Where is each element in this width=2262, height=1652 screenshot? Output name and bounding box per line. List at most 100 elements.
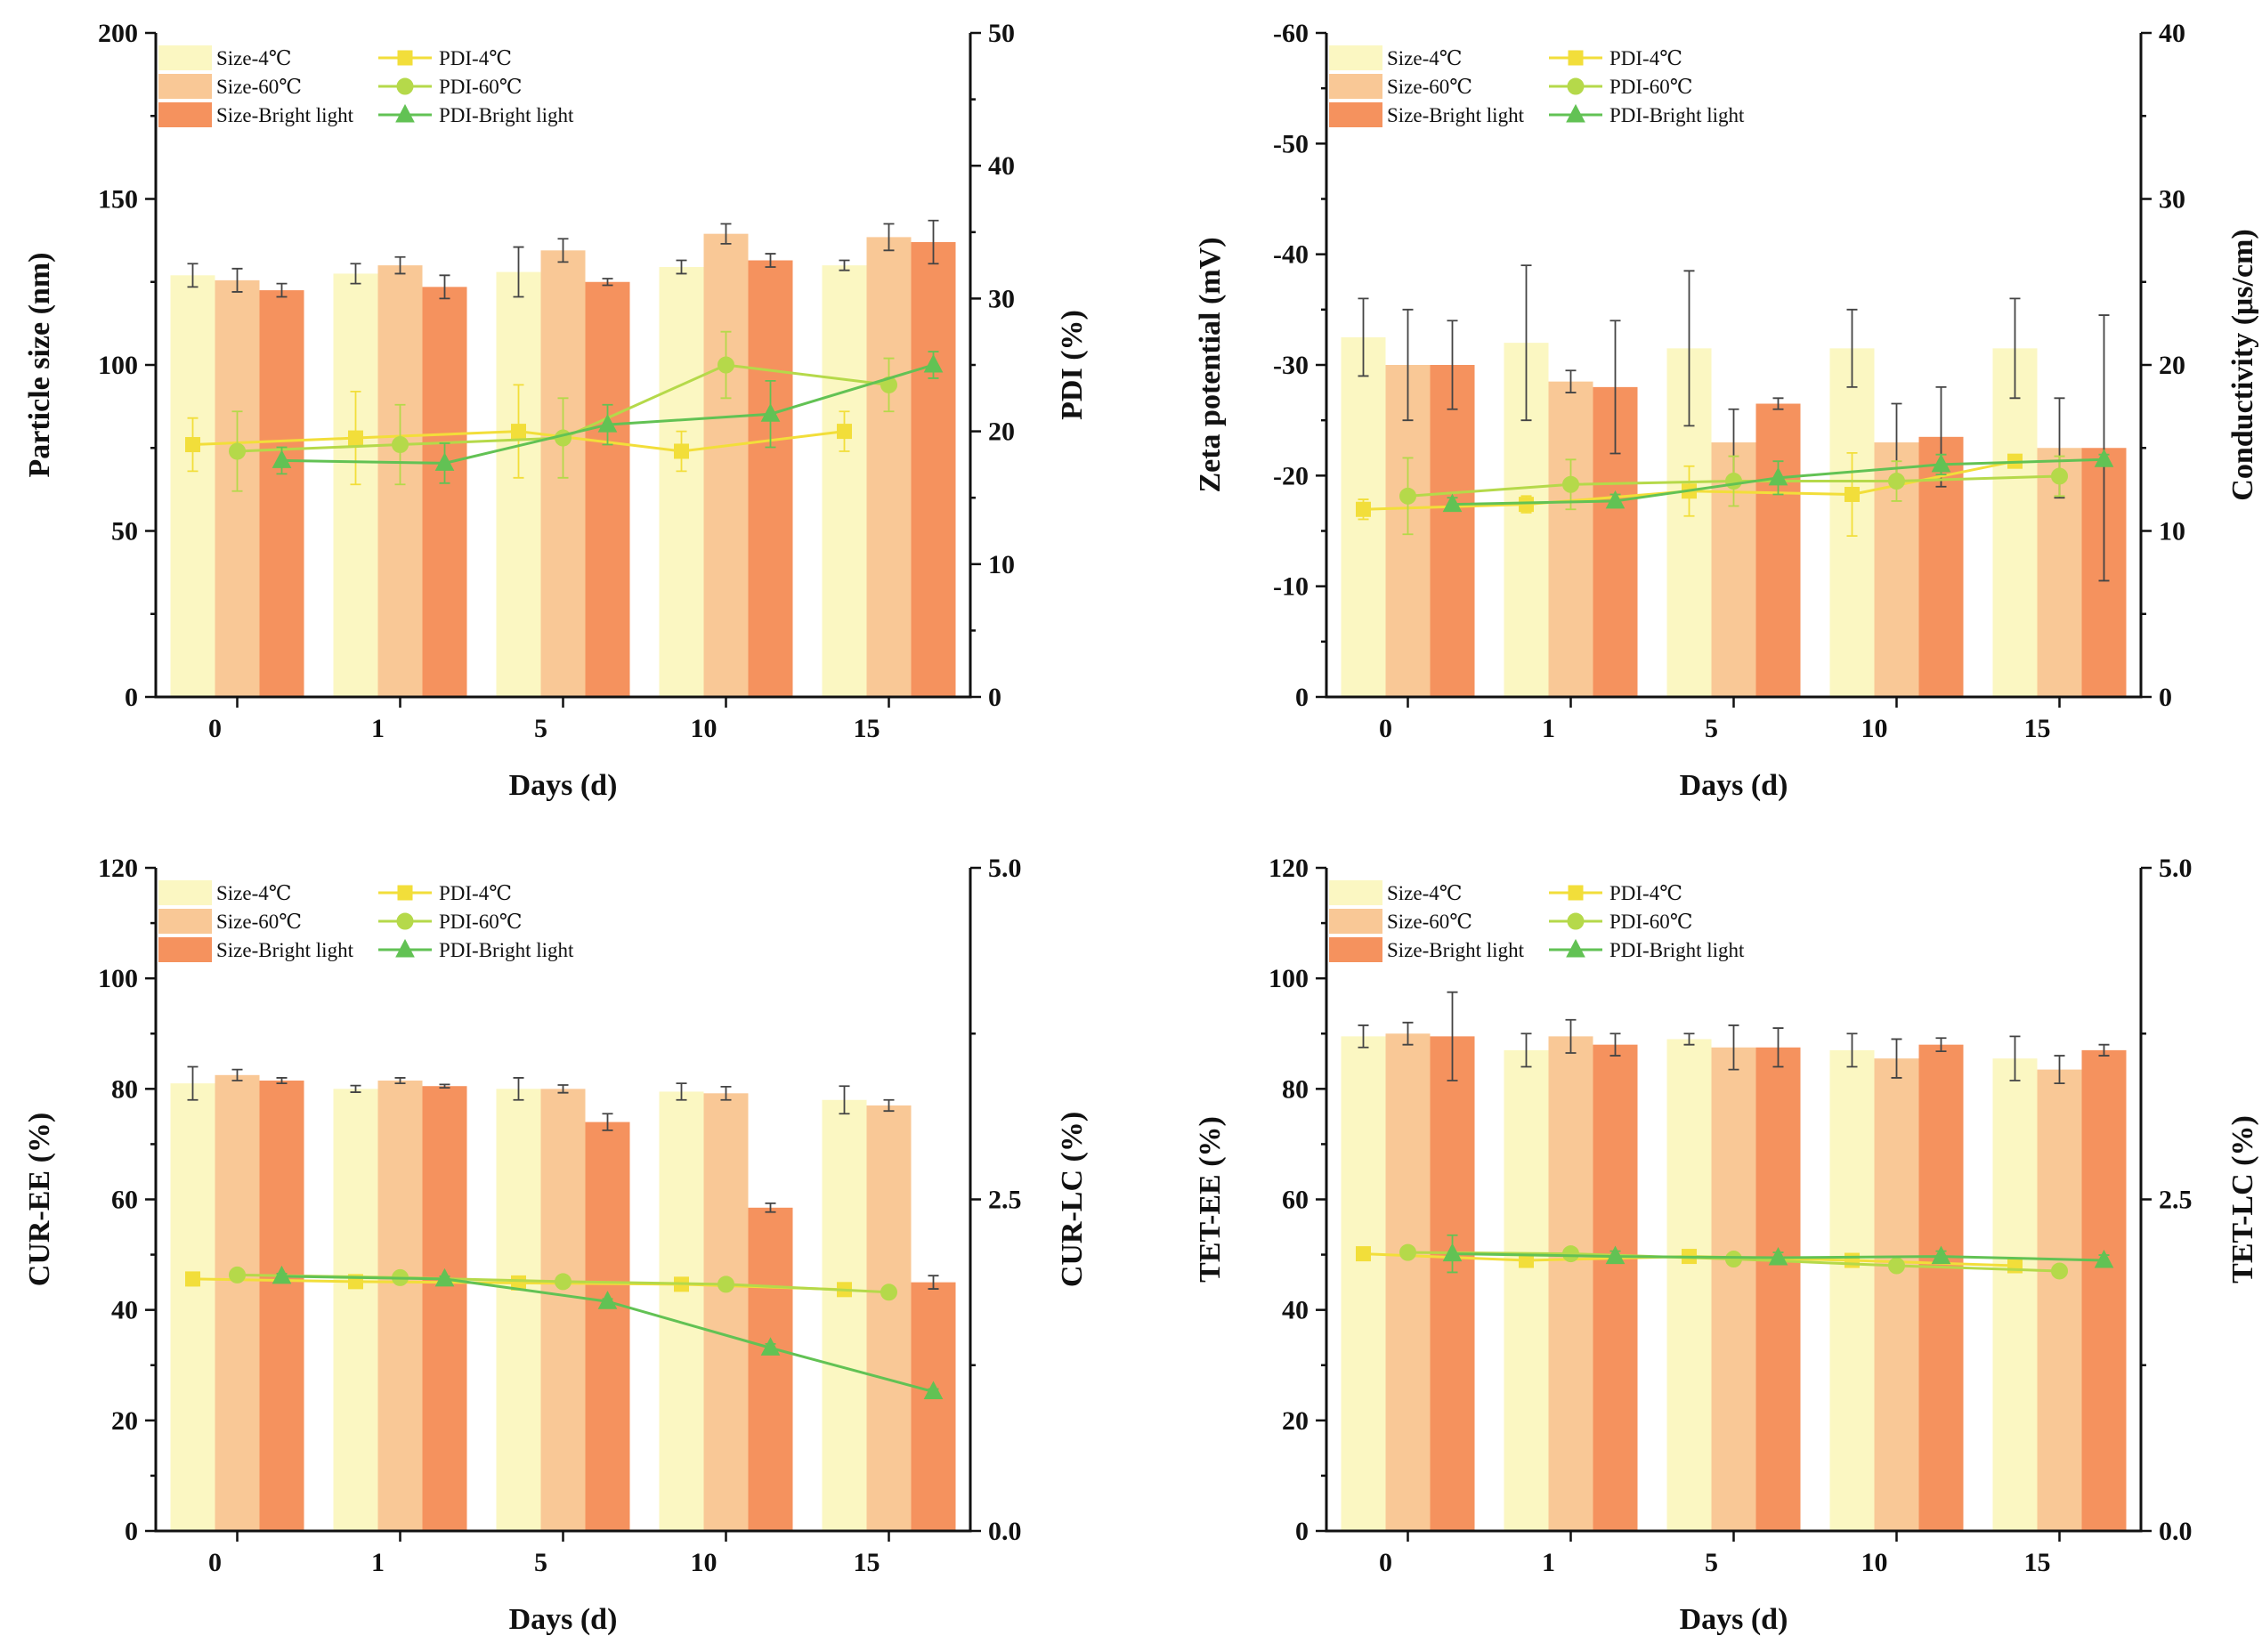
- bar-error-2-15: [883, 1098, 895, 1113]
- bar-error-3-10: [765, 1202, 776, 1213]
- bar-2-day-5: [1711, 1047, 1756, 1531]
- point-1-day-0: [185, 437, 200, 453]
- y-tick-label: -10: [1273, 572, 1309, 602]
- bar-error-1-15: [839, 259, 850, 271]
- legend-swatch-bar-1: [1329, 45, 1382, 70]
- bar-3-day-0: [1430, 365, 1475, 697]
- bar-error-2-10: [720, 1085, 732, 1101]
- bar-3-day-5: [585, 281, 630, 697]
- bar-1-day-15: [1992, 348, 2038, 697]
- point-3-day-15: [923, 353, 944, 373]
- bar-error-1-5: [1683, 1032, 1695, 1046]
- legend-label-line-2: PDI-60℃: [439, 911, 522, 933]
- legend-marker-1: [397, 885, 413, 901]
- bar-error-3-15: [928, 1275, 939, 1290]
- bar-error-3-10: [1935, 1037, 1947, 1053]
- legend-label-bar-1: Size-4℃: [216, 47, 292, 69]
- legend-marker-3: [1566, 938, 1585, 958]
- bar-error-1-1: [350, 1084, 361, 1093]
- y2-tick-label: 30: [2159, 185, 2185, 215]
- bar-3-day-1: [422, 1086, 467, 1531]
- bar-error-3-0: [276, 282, 288, 298]
- x-axis-title: Days (d): [509, 769, 618, 802]
- bar-2-day-1: [1548, 381, 1593, 697]
- bar-1-day-0: [170, 1083, 215, 1531]
- y-tick-label: -30: [1273, 351, 1309, 380]
- bar-error-1-15: [2009, 297, 2021, 400]
- legend-swatch-bar-1: [1329, 880, 1382, 905]
- bar-2-day-1: [1548, 1036, 1593, 1531]
- legend-label-bar-3: Size-Bright light: [216, 104, 354, 126]
- legend-marker-2: [396, 912, 414, 930]
- x-tick-label: 1: [371, 1548, 385, 1577]
- legend-label-bar-1: Size-4℃: [216, 882, 292, 904]
- point-2-day-0: [229, 442, 246, 460]
- legend-swatch-bar-1: [158, 880, 212, 905]
- y-tick-label: 120: [98, 854, 138, 883]
- point-2-day-15: [2051, 1262, 2068, 1280]
- bar-error-3-5: [1772, 1027, 1784, 1068]
- bar-error-3-15: [2098, 314, 2110, 582]
- bar-error-3-1: [439, 1083, 450, 1089]
- bar-error-2-0: [1402, 1021, 1414, 1046]
- bar-error-2-10: [1891, 1038, 1902, 1079]
- legend: Size-4℃ Size-60℃ Size-Bright light PDI-4℃ PD…: [1329, 45, 1745, 127]
- bar-error-3-15: [928, 219, 939, 265]
- bar-error-2-1: [394, 255, 406, 275]
- point-3-day-5: [1768, 466, 1788, 486]
- bar-error-1-1: [1520, 1032, 1532, 1068]
- legend-marker-1: [397, 50, 413, 66]
- bar-error-1-0: [187, 263, 199, 288]
- point-2-day-5: [1725, 1251, 1742, 1268]
- legend-label-line-3: PDI-Bright light: [1609, 104, 1745, 126]
- bar-1-day-1: [1504, 1049, 1549, 1531]
- bar-3-day-5: [585, 1122, 630, 1531]
- y-tick-label: 80: [111, 1074, 138, 1104]
- bar-error-3-15: [2098, 1043, 2110, 1057]
- bar-2-day-0: [215, 1074, 260, 1531]
- bar-2-day-15: [866, 1105, 912, 1531]
- x-tick-label: 15: [2024, 714, 2051, 743]
- y2-tick-label: 0: [988, 683, 1001, 712]
- y2-axis-title: CUR-LC (%): [1056, 1112, 1089, 1287]
- bar-error-2-5: [1728, 1024, 1739, 1071]
- legend-label-bar-3: Size-Bright light: [216, 939, 354, 961]
- bar-error-1-10: [676, 1082, 687, 1101]
- y2-tick-label: 0: [2159, 683, 2172, 712]
- legend-label-line-2: PDI-60℃: [1609, 911, 1692, 933]
- point-2-day-1: [1562, 475, 1579, 493]
- x-tick-label: 5: [1705, 714, 1718, 743]
- legend-label-bar-1: Size-4℃: [1387, 47, 1463, 69]
- bar-error-1-15: [2009, 1035, 2021, 1081]
- point-2-day-10: [1888, 473, 1905, 490]
- x-tick-label: 0: [208, 714, 222, 743]
- point-1-day-0: [1356, 501, 1371, 517]
- legend-label-line-1: PDI-4℃: [439, 882, 512, 904]
- x-axis-title: Days (d): [1680, 769, 1788, 802]
- legend-swatch-bar-2: [1329, 74, 1382, 99]
- legend: Size-4℃ Size-60℃ Size-Bright light PDI-4℃ PD…: [158, 880, 574, 962]
- bar-3-day-1: [1593, 1044, 1638, 1531]
- point-1-day-0: [185, 1271, 200, 1287]
- bar-error-3-0: [276, 1077, 288, 1085]
- bar-2-day-5: [540, 1089, 586, 1531]
- x-axis-title: Days (d): [509, 1603, 618, 1636]
- point-2-day-15: [2051, 467, 2068, 485]
- y-tick-label: 150: [98, 185, 138, 215]
- legend-marker-3: [395, 938, 415, 958]
- bar-error-2-5: [557, 238, 569, 263]
- legend-swatch-bar-2: [158, 909, 212, 934]
- bar-error-1-0: [1358, 1024, 1369, 1049]
- point-2-day-1: [1562, 1245, 1579, 1263]
- legend-label-line-1: PDI-4℃: [439, 47, 512, 69]
- bar-2-day-1: [377, 1081, 423, 1531]
- legend-swatch-bar-3: [158, 937, 212, 962]
- y-tick-label: 100: [98, 964, 138, 993]
- x-tick-label: 10: [691, 1548, 718, 1577]
- x-tick-label: 15: [2024, 1548, 2051, 1577]
- point-2-day-0: [229, 1266, 246, 1284]
- bar-error-1-5: [513, 246, 524, 298]
- x-tick-label: 10: [691, 714, 718, 743]
- bar-3-day-15: [911, 1282, 956, 1531]
